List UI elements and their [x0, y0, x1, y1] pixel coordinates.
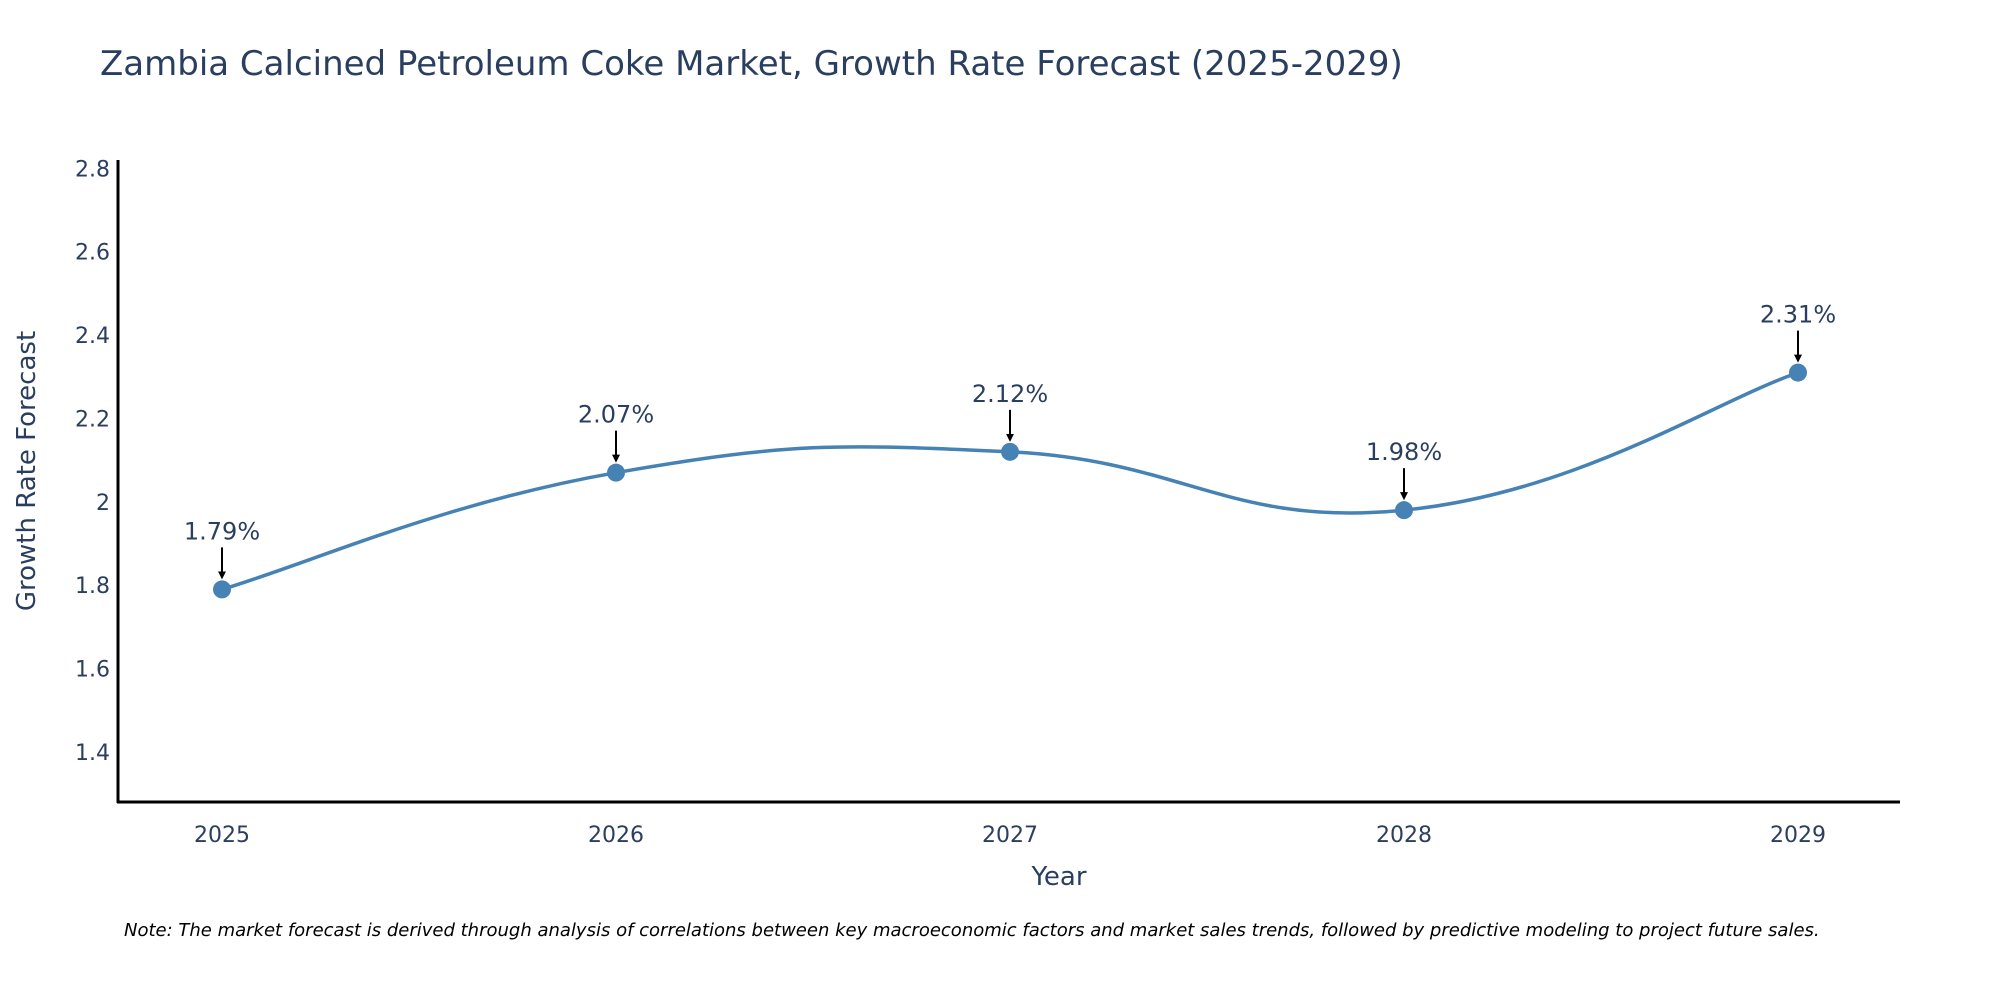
- y-axis-title: Growth Rate Forecast: [12, 331, 42, 611]
- y-tick-label: 2.8: [75, 157, 110, 182]
- y-tick-label: 1.8: [75, 574, 110, 599]
- data-point-2029[interactable]: [1789, 363, 1807, 382]
- data-label-2028: 1.98%: [1366, 438, 1442, 466]
- data-point-2026[interactable]: [607, 463, 625, 482]
- y-tick-label: 1.4: [75, 741, 110, 766]
- data-label-2025: 1.79%: [184, 517, 260, 545]
- data-point-2025[interactable]: [213, 580, 231, 599]
- data-label-2027: 2.12%: [972, 380, 1048, 408]
- data-label-2029: 2.31%: [1760, 301, 1836, 329]
- data-point-2028[interactable]: [1395, 501, 1413, 520]
- data-label-2026: 2.07%: [578, 401, 654, 429]
- y-tick-label: 2.6: [75, 241, 110, 266]
- x-tick-label: 2029: [1770, 823, 1826, 848]
- y-tick-label: 2.2: [75, 407, 110, 432]
- data-point-2027[interactable]: [1001, 442, 1019, 461]
- x-tick-label: 2025: [194, 823, 250, 848]
- chart-title: Zambia Calcined Petroleum Coke Market, G…: [100, 44, 1403, 84]
- x-tick-label: 2028: [1376, 823, 1432, 848]
- x-tick-label: 2026: [588, 823, 644, 848]
- y-tick-label: 1.6: [75, 658, 110, 683]
- footnote: Note: The market forecast is derived thr…: [124, 920, 1820, 941]
- y-tick-label: 2: [96, 491, 110, 516]
- y-tick-label: 2.4: [75, 324, 110, 349]
- x-tick-label: 2027: [982, 823, 1038, 848]
- x-axis-title: Year: [1030, 862, 1086, 892]
